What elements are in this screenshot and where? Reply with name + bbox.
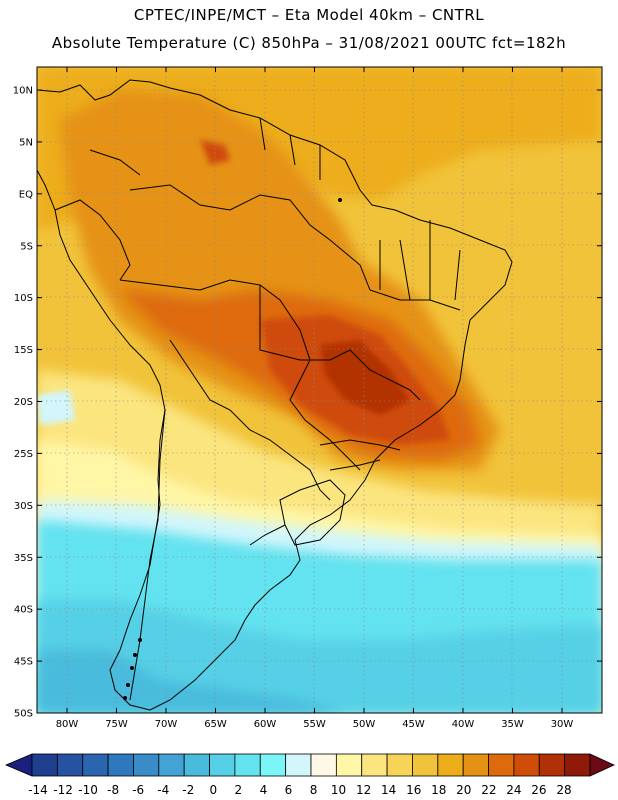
- colorbar-swatch: [564, 753, 591, 777]
- colorbar-swatch: [56, 753, 84, 777]
- colorbar-swatch: [209, 753, 236, 777]
- state-borders-central: [259, 285, 421, 401]
- lon-label-45w: 45W: [402, 719, 425, 730]
- lat-label-30s: 30S: [14, 501, 33, 512]
- colorbar-label: 6: [285, 783, 293, 797]
- colorbar-swatch: [158, 753, 185, 777]
- lon-label-55w: 55W: [303, 719, 326, 730]
- lat-label-50s: 50S: [14, 709, 33, 720]
- brazil-west-border: [119, 279, 361, 471]
- lon-label-75w: 75W: [105, 719, 128, 730]
- colorbar-label: -6: [132, 783, 144, 797]
- lat-label-20s: 20S: [14, 397, 33, 408]
- lon-label-60w: 60W: [254, 719, 277, 730]
- lat-label-15s: 15S: [14, 345, 33, 356]
- longitude-labels: 80W 75W 70W 65W 60W 55W 50W 45W 40W 35W 30W: [56, 719, 574, 730]
- colorbar-low-arrow: [4, 753, 33, 777]
- rio-de-la-plata: [249, 524, 286, 546]
- colorbar-label: 10: [331, 783, 346, 797]
- axis-ticks: [37, 67, 602, 714]
- amazon-border: [129, 184, 371, 291]
- colorbar-swatch: [285, 753, 312, 777]
- colorbar-swatch: [107, 753, 134, 777]
- colorbar-label: 14: [381, 783, 396, 797]
- southern-brazil-states: [319, 439, 401, 471]
- colorbar-swatch: [259, 753, 287, 777]
- lat-label-40s: 40S: [14, 605, 33, 616]
- lat-label-45s: 45S: [14, 657, 33, 668]
- chart-title-line2: Absolute Temperature (C) 850hPa – 31/08/…: [51, 34, 567, 52]
- lon-label-35w: 35W: [501, 719, 524, 730]
- colorbar-swatch: [310, 753, 337, 777]
- colorbar-label: 28: [556, 783, 571, 797]
- colorbar-swatch: [488, 753, 515, 777]
- lon-label-50w: 50W: [353, 719, 376, 730]
- argentina-chile-border: [129, 409, 166, 701]
- colorbar-swatch: [513, 753, 540, 777]
- colorbar-label: 0: [210, 783, 218, 797]
- peru-ecuador-borders: [54, 149, 141, 281]
- colorbar-swatch: [538, 753, 566, 777]
- coastal-islands: [123, 198, 342, 700]
- chart-title-line1: CPTEC/INPE/MCT – Eta Model 40km – CNTRL: [133, 6, 485, 24]
- colorbar-swatch: [437, 753, 464, 777]
- lon-label-40w: 40W: [452, 719, 475, 730]
- colorbar-swatch: [335, 753, 363, 777]
- colorbar-label: -14: [28, 783, 48, 797]
- colorbar-label: 26: [531, 783, 546, 797]
- colorbar-swatch: [133, 753, 160, 777]
- colorbar-swatch: [361, 753, 388, 777]
- lon-label-70w: 70W: [155, 719, 178, 730]
- bolivia-paraguay-border: [169, 339, 331, 501]
- coastlines-borders: [37, 79, 513, 711]
- temperature-field: [37, 67, 602, 713]
- colorbar-label: 12: [356, 783, 371, 797]
- colorbar-label: -4: [157, 783, 169, 797]
- colorbar-label: 20: [456, 783, 471, 797]
- colorbar-swatch: [234, 753, 261, 777]
- colorbar-swatch: [31, 753, 58, 777]
- lat-label-eq: EQ: [19, 189, 33, 200]
- colorbar-label: 16: [406, 783, 421, 797]
- lat-label-5n: 5N: [19, 137, 33, 148]
- colorbar-label: -10: [78, 783, 98, 797]
- colorbar-label: -12: [53, 783, 73, 797]
- lon-label-80w: 80W: [56, 719, 79, 730]
- map-frame: [36, 66, 603, 714]
- uruguay-border: [279, 479, 346, 546]
- field-band-minus2: [37, 650, 350, 713]
- colorbar-label: -8: [107, 783, 119, 797]
- colorbar-swatch: [412, 753, 439, 777]
- field-patch-pacific: [37, 390, 75, 425]
- south-america-coastline: [37, 79, 513, 711]
- lon-label-65w: 65W: [204, 719, 227, 730]
- colorbar-swatch: [386, 753, 413, 777]
- lat-label-10s: 10S: [14, 293, 33, 304]
- colorbar-label: 8: [310, 783, 318, 797]
- state-borders-northeast: [369, 220, 461, 311]
- guianas-borders: [259, 117, 321, 180]
- lat-label-5s: 5S: [20, 241, 33, 252]
- colorbar-label: 24: [506, 783, 521, 797]
- lat-label-35s: 35S: [14, 553, 33, 564]
- colorbar-high-arrow: [589, 753, 615, 777]
- colorbar-label: -2: [182, 783, 194, 797]
- lat-label-25s: 25S: [14, 449, 33, 460]
- lat-label-10n: 10N: [13, 86, 33, 97]
- field-band-26: [320, 340, 410, 415]
- latitude-labels: 10N 5N EQ 5S 10S 15S 20S 25S 30S 35S 40S 45S 50S: [13, 86, 33, 720]
- colorbar-swatch: [183, 753, 210, 777]
- colorbar-label: 22: [481, 783, 496, 797]
- colorbar-swatch: [462, 753, 489, 777]
- colorbar-label: 4: [260, 783, 268, 797]
- lon-label-30w: 30W: [551, 719, 574, 730]
- colorbar: -14 -12 -10 -8 -6 -4 -2 0 2 4 6 8 10 12 14 16 18 20 22 24 26…: [4, 753, 615, 797]
- colorbar-label: 18: [431, 783, 446, 797]
- colorbar-label: 2: [235, 783, 243, 797]
- colorbar-swatch: [82, 753, 109, 777]
